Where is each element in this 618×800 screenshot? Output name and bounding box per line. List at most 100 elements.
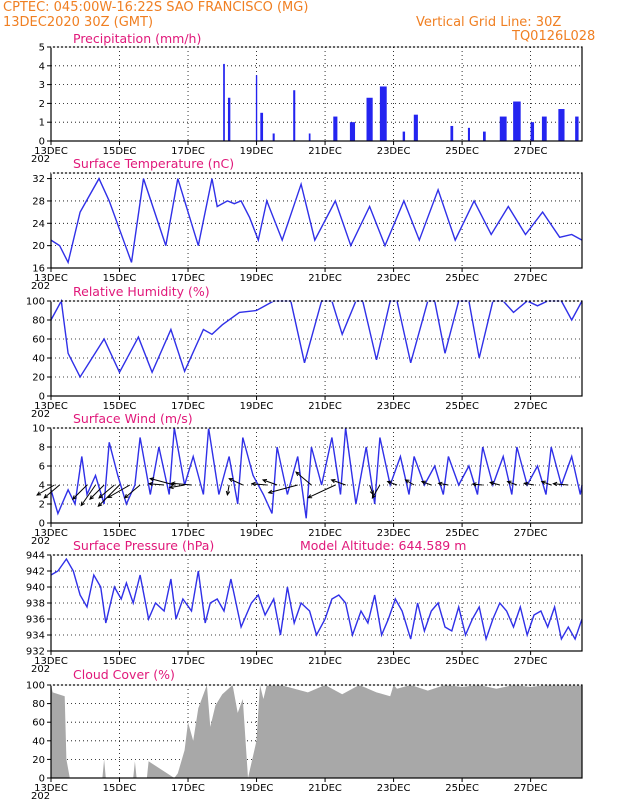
cloud-panel: 0 20 40 60 80 100 13DEC 15DEC 17DEC 19DEC 21DEC 23D… <box>26 667 583 800</box>
precip-bar <box>255 75 258 141</box>
wind-arrowhead <box>89 495 94 500</box>
y-tick-label: 0 <box>39 774 45 785</box>
x-tick-label: 23DEC <box>377 273 411 284</box>
grid-line-label: Vertical Grid Line: 30Z <box>416 15 562 30</box>
x-tick-label: 17DEC <box>171 528 205 539</box>
x-tick-label: 21DEC <box>308 783 342 794</box>
x-tick-label: 19DEC <box>240 401 274 412</box>
temp-title: Surface Temperature (nC) <box>73 156 234 171</box>
wind-arrow <box>524 482 535 486</box>
wind-arrow <box>251 483 267 486</box>
precip-panel: 0 1 2 3 4 5 13DEC 15DEC 17DEC 19DEC 21DEC 23DEC 25DE… <box>31 31 583 165</box>
y-tick-label: 932 <box>26 647 45 658</box>
x-tick-label: 17DEC <box>171 401 205 412</box>
wind-panel: 0 2 4 6 8 10 13DEC 15DEC 17DEC 19DEC 21DEC 23DEC 25D… <box>31 411 583 547</box>
wind-arrow <box>387 481 398 486</box>
wind-arrowhead <box>420 480 426 485</box>
wind-arrowhead <box>552 481 558 487</box>
wind-series-line <box>50 427 583 519</box>
precip-bar <box>333 116 338 141</box>
x-year-stub: 202 <box>31 409 50 420</box>
x-tick-label: 27DEC <box>514 783 548 794</box>
x-tick-label: 13DEC <box>34 273 68 284</box>
y-tick-label: 24 <box>32 219 45 230</box>
wind-arrowhead <box>225 490 231 496</box>
x-tick-label: 15DEC <box>103 146 137 157</box>
y-tick-label: 0 <box>39 137 45 148</box>
wind-arrow <box>43 484 60 499</box>
x-tick-label: 17DEC <box>171 273 205 284</box>
y-tick-label: 100 <box>26 297 45 308</box>
y-tick-label: 20 <box>32 241 45 252</box>
y-tick-label: 0 <box>39 392 45 403</box>
header-title: CPTEC: 045:00W-16:22S SAO FRANCISCO (MG) <box>3 0 309 15</box>
x-tick-label: 21DEC <box>308 656 342 667</box>
x-tick-label: 23DEC <box>377 783 411 794</box>
x-tick-label: 15DEC <box>103 656 137 667</box>
wind-arrow <box>369 484 374 495</box>
x-tick-label: 25DEC <box>445 783 479 794</box>
rh-panel: 0 20 40 60 80 100 13DEC 15DEC 17DEC 19DEC 21DEC 23D… <box>26 284 583 420</box>
wind-arrow <box>331 479 346 486</box>
wind-arrow <box>541 481 552 486</box>
y-tick-label: 938 <box>26 599 45 610</box>
y-tick-label: 936 <box>26 615 45 626</box>
wind-arrow <box>262 479 278 486</box>
precip-bar <box>308 133 311 141</box>
x-tick-label: 23DEC <box>377 146 411 157</box>
x-tick-label: 13DEC <box>34 783 68 794</box>
wind-arrow <box>107 484 131 498</box>
y-tick-label: 28 <box>32 196 45 207</box>
cloud-area <box>51 685 582 778</box>
wind-arrowhead <box>523 481 529 487</box>
wind-arrowhead <box>97 502 103 508</box>
x-tick-label: 27DEC <box>514 273 548 284</box>
y-tick-label: 1 <box>39 118 45 129</box>
x-tick-label: 23DEC <box>377 401 411 412</box>
x-tick-label: 15DEC <box>103 401 137 412</box>
wind-arrowhead <box>80 501 85 507</box>
rh-frame <box>50 300 583 397</box>
y-tick-label: 942 <box>26 567 45 578</box>
wind-arrowhead <box>371 493 376 499</box>
wind-arrow <box>507 481 518 486</box>
pres-subtitle: Model Altitude: 644.589 m <box>300 538 466 553</box>
x-tick-label: 19DEC <box>240 273 274 284</box>
wind-arrowhead <box>107 493 113 499</box>
x-tick-label: 19DEC <box>240 146 274 157</box>
wind-arrow <box>421 481 432 486</box>
y-tick-label: 5 <box>39 43 45 54</box>
wind-arrow <box>229 478 244 486</box>
precip-bar <box>349 122 356 141</box>
x-tick-label: 21DEC <box>308 401 342 412</box>
precip-bar <box>402 131 406 141</box>
pres-series-line <box>50 557 583 642</box>
rh-title: Relative Humidity (%) <box>73 284 210 299</box>
wind-title: Surface Wind (m/s) <box>73 411 193 426</box>
precip-bar <box>379 86 387 141</box>
pres-panel: 932 934 936 938 940 942 944 13DEC 15DEC 17DEC 19DE… <box>26 538 583 675</box>
y-tick-label: 8 <box>39 443 45 454</box>
y-tick-label: 20 <box>32 373 45 384</box>
wind-arrowhead <box>170 481 176 486</box>
wind-arrowhead <box>267 489 273 495</box>
x-tick-label: 21DEC <box>308 146 342 157</box>
y-tick-label: 934 <box>26 631 45 642</box>
precip-bar <box>227 97 231 141</box>
y-tick-label: 20 <box>32 755 45 766</box>
wind-arrowhead <box>228 478 234 483</box>
y-tick-label: 4 <box>39 61 45 72</box>
y-tick-label: 40 <box>32 354 45 365</box>
wind-arrow <box>226 484 230 495</box>
y-tick-label: 60 <box>32 335 45 346</box>
y-tick-label: 32 <box>32 174 45 185</box>
wind-arrowhead <box>261 478 268 484</box>
wind-arrowhead <box>307 494 313 499</box>
wind-arrowhead <box>72 495 77 500</box>
wind-arrow <box>72 484 88 500</box>
x-tick-label: 25DEC <box>445 146 479 157</box>
pres-title: Surface Pressure (hPa) <box>73 538 214 553</box>
pres-frame <box>50 554 583 652</box>
x-tick-label: 21DEC <box>308 273 342 284</box>
wind-arrow <box>98 484 115 499</box>
